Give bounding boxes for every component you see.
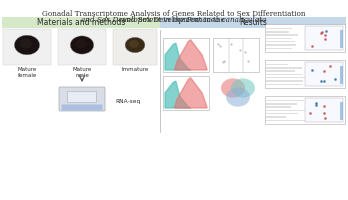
- FancyBboxPatch shape: [265, 96, 345, 124]
- Bar: [266, 100, 304, 101]
- FancyBboxPatch shape: [58, 29, 106, 65]
- Text: Results: Results: [239, 18, 267, 27]
- Ellipse shape: [231, 78, 255, 98]
- Text: and Sex Development in the Pomacea canaliculata: and Sex Development in the Pomacea canal…: [81, 17, 267, 24]
- Bar: [266, 74, 302, 75]
- Bar: [266, 119, 304, 121]
- Polygon shape: [174, 78, 207, 108]
- FancyBboxPatch shape: [3, 29, 51, 65]
- Bar: [266, 84, 302, 85]
- Bar: [266, 64, 288, 65]
- Bar: [266, 80, 303, 82]
- FancyBboxPatch shape: [305, 26, 343, 50]
- Bar: [266, 28, 292, 29]
- Bar: [266, 44, 296, 46]
- Bar: [266, 113, 298, 114]
- FancyBboxPatch shape: [163, 76, 209, 110]
- Text: Materials and methods: Materials and methods: [37, 18, 125, 27]
- FancyBboxPatch shape: [68, 92, 96, 102]
- Bar: [266, 77, 306, 78]
- Bar: [266, 70, 295, 72]
- Polygon shape: [174, 40, 207, 70]
- FancyBboxPatch shape: [113, 29, 157, 65]
- Ellipse shape: [14, 35, 40, 55]
- Ellipse shape: [70, 36, 94, 54]
- Text: RNA-seq: RNA-seq: [115, 99, 140, 104]
- Bar: [266, 41, 295, 42]
- Bar: [266, 106, 291, 108]
- FancyBboxPatch shape: [213, 38, 259, 72]
- FancyBboxPatch shape: [2, 17, 160, 28]
- FancyBboxPatch shape: [160, 17, 346, 28]
- FancyBboxPatch shape: [265, 60, 345, 88]
- Text: Mature
female: Mature female: [17, 67, 37, 78]
- Bar: [266, 34, 298, 36]
- Bar: [266, 67, 302, 68]
- FancyBboxPatch shape: [305, 62, 343, 86]
- Text: Mature
male: Mature male: [72, 67, 92, 78]
- FancyBboxPatch shape: [59, 87, 105, 111]
- Bar: [266, 31, 289, 32]
- Text: Immature: Immature: [121, 67, 149, 72]
- FancyBboxPatch shape: [340, 30, 343, 48]
- Ellipse shape: [75, 39, 87, 48]
- Polygon shape: [165, 81, 191, 108]
- FancyBboxPatch shape: [163, 38, 209, 72]
- Ellipse shape: [221, 78, 245, 98]
- Text: and Sex Development in the: and Sex Development in the: [121, 17, 227, 24]
- FancyBboxPatch shape: [340, 66, 343, 84]
- Bar: [266, 47, 292, 49]
- Bar: [266, 38, 292, 39]
- FancyBboxPatch shape: [62, 104, 103, 110]
- FancyBboxPatch shape: [305, 98, 343, 122]
- Text: Gonadal Transcriptome Analysis of Genes Related to Sex Differentiation: Gonadal Transcriptome Analysis of Genes …: [42, 10, 306, 18]
- FancyBboxPatch shape: [340, 102, 343, 120]
- Bar: [266, 110, 305, 111]
- Ellipse shape: [125, 37, 145, 53]
- Ellipse shape: [19, 39, 32, 48]
- Bar: [266, 116, 286, 118]
- Polygon shape: [165, 43, 191, 70]
- Ellipse shape: [129, 40, 139, 48]
- Ellipse shape: [226, 87, 250, 107]
- Bar: [266, 103, 297, 104]
- FancyBboxPatch shape: [265, 24, 345, 52]
